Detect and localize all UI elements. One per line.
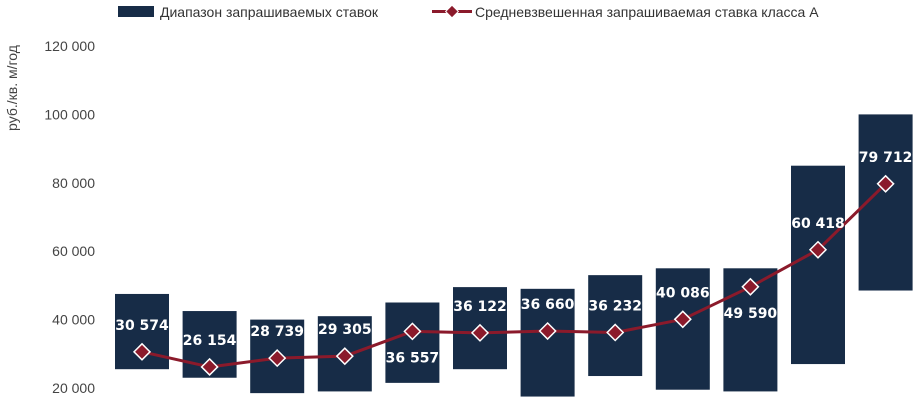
data-label: 29 305 <box>318 322 372 338</box>
average-rate-marker <box>268 349 287 368</box>
average-rate-marker <box>808 240 828 259</box>
data-label: 36 122 <box>453 299 507 315</box>
y-axis-ticks: 20 000 40 000 60 000 80 000 100 000 120 000 <box>44 38 95 396</box>
average-rate-marker <box>876 174 895 193</box>
range-bar <box>655 268 710 390</box>
average-rate-marker <box>470 323 490 342</box>
average-rate-marker <box>606 323 625 342</box>
range-bar <box>520 288 575 397</box>
y-axis-label: руб./кв. м/год <box>4 45 20 131</box>
data-label: 30 574 <box>115 318 169 334</box>
y-tick-label: 120 000 <box>44 38 95 54</box>
average-rate-marker <box>132 342 152 361</box>
data-label: 26 154 <box>183 333 237 349</box>
data-label: 79 712 <box>859 150 913 166</box>
range-bar <box>791 165 845 365</box>
average-rate-line <box>141 182 887 369</box>
average-rate-marker <box>538 321 557 341</box>
average-rate-marker <box>200 357 219 377</box>
average-rate-markers <box>132 174 895 377</box>
y-tick-label: 100 000 <box>44 106 95 122</box>
average-rate-marker <box>741 277 760 296</box>
legend-label-range: Диапазон запрашиваемых ставок <box>160 4 379 20</box>
data-label: 36 557 <box>386 350 440 366</box>
average-rate-line-series <box>141 182 887 369</box>
data-label: 40 086 <box>656 285 710 301</box>
range-bars <box>115 114 913 397</box>
legend-label-line: Средневзвешенная запрашиваемая ставка кл… <box>475 4 819 20</box>
legend: Диапазон запрашиваемых ставок Средневзве… <box>118 4 819 20</box>
y-tick-label: 80 000 <box>52 175 95 191</box>
data-labels: 30 574 26 154 28 739 29 305 36 557 36 122 36 6… <box>115 150 912 367</box>
legend-swatch-marker <box>444 4 460 19</box>
data-label: 28 739 <box>250 324 304 340</box>
y-tick-label: 60 000 <box>52 243 95 259</box>
legend-swatch-range <box>118 6 154 17</box>
data-label: 36 660 <box>521 297 575 313</box>
data-label: 36 232 <box>588 298 642 314</box>
data-label: 60 418 <box>791 216 845 232</box>
range-bar <box>385 302 440 383</box>
average-rate-marker <box>403 322 422 341</box>
y-tick-label: 20 000 <box>52 380 95 396</box>
y-tick-label: 40 000 <box>52 312 95 328</box>
average-rate-marker <box>673 310 692 329</box>
data-label: 49 590 <box>724 306 778 322</box>
average-rate-marker <box>335 347 354 366</box>
